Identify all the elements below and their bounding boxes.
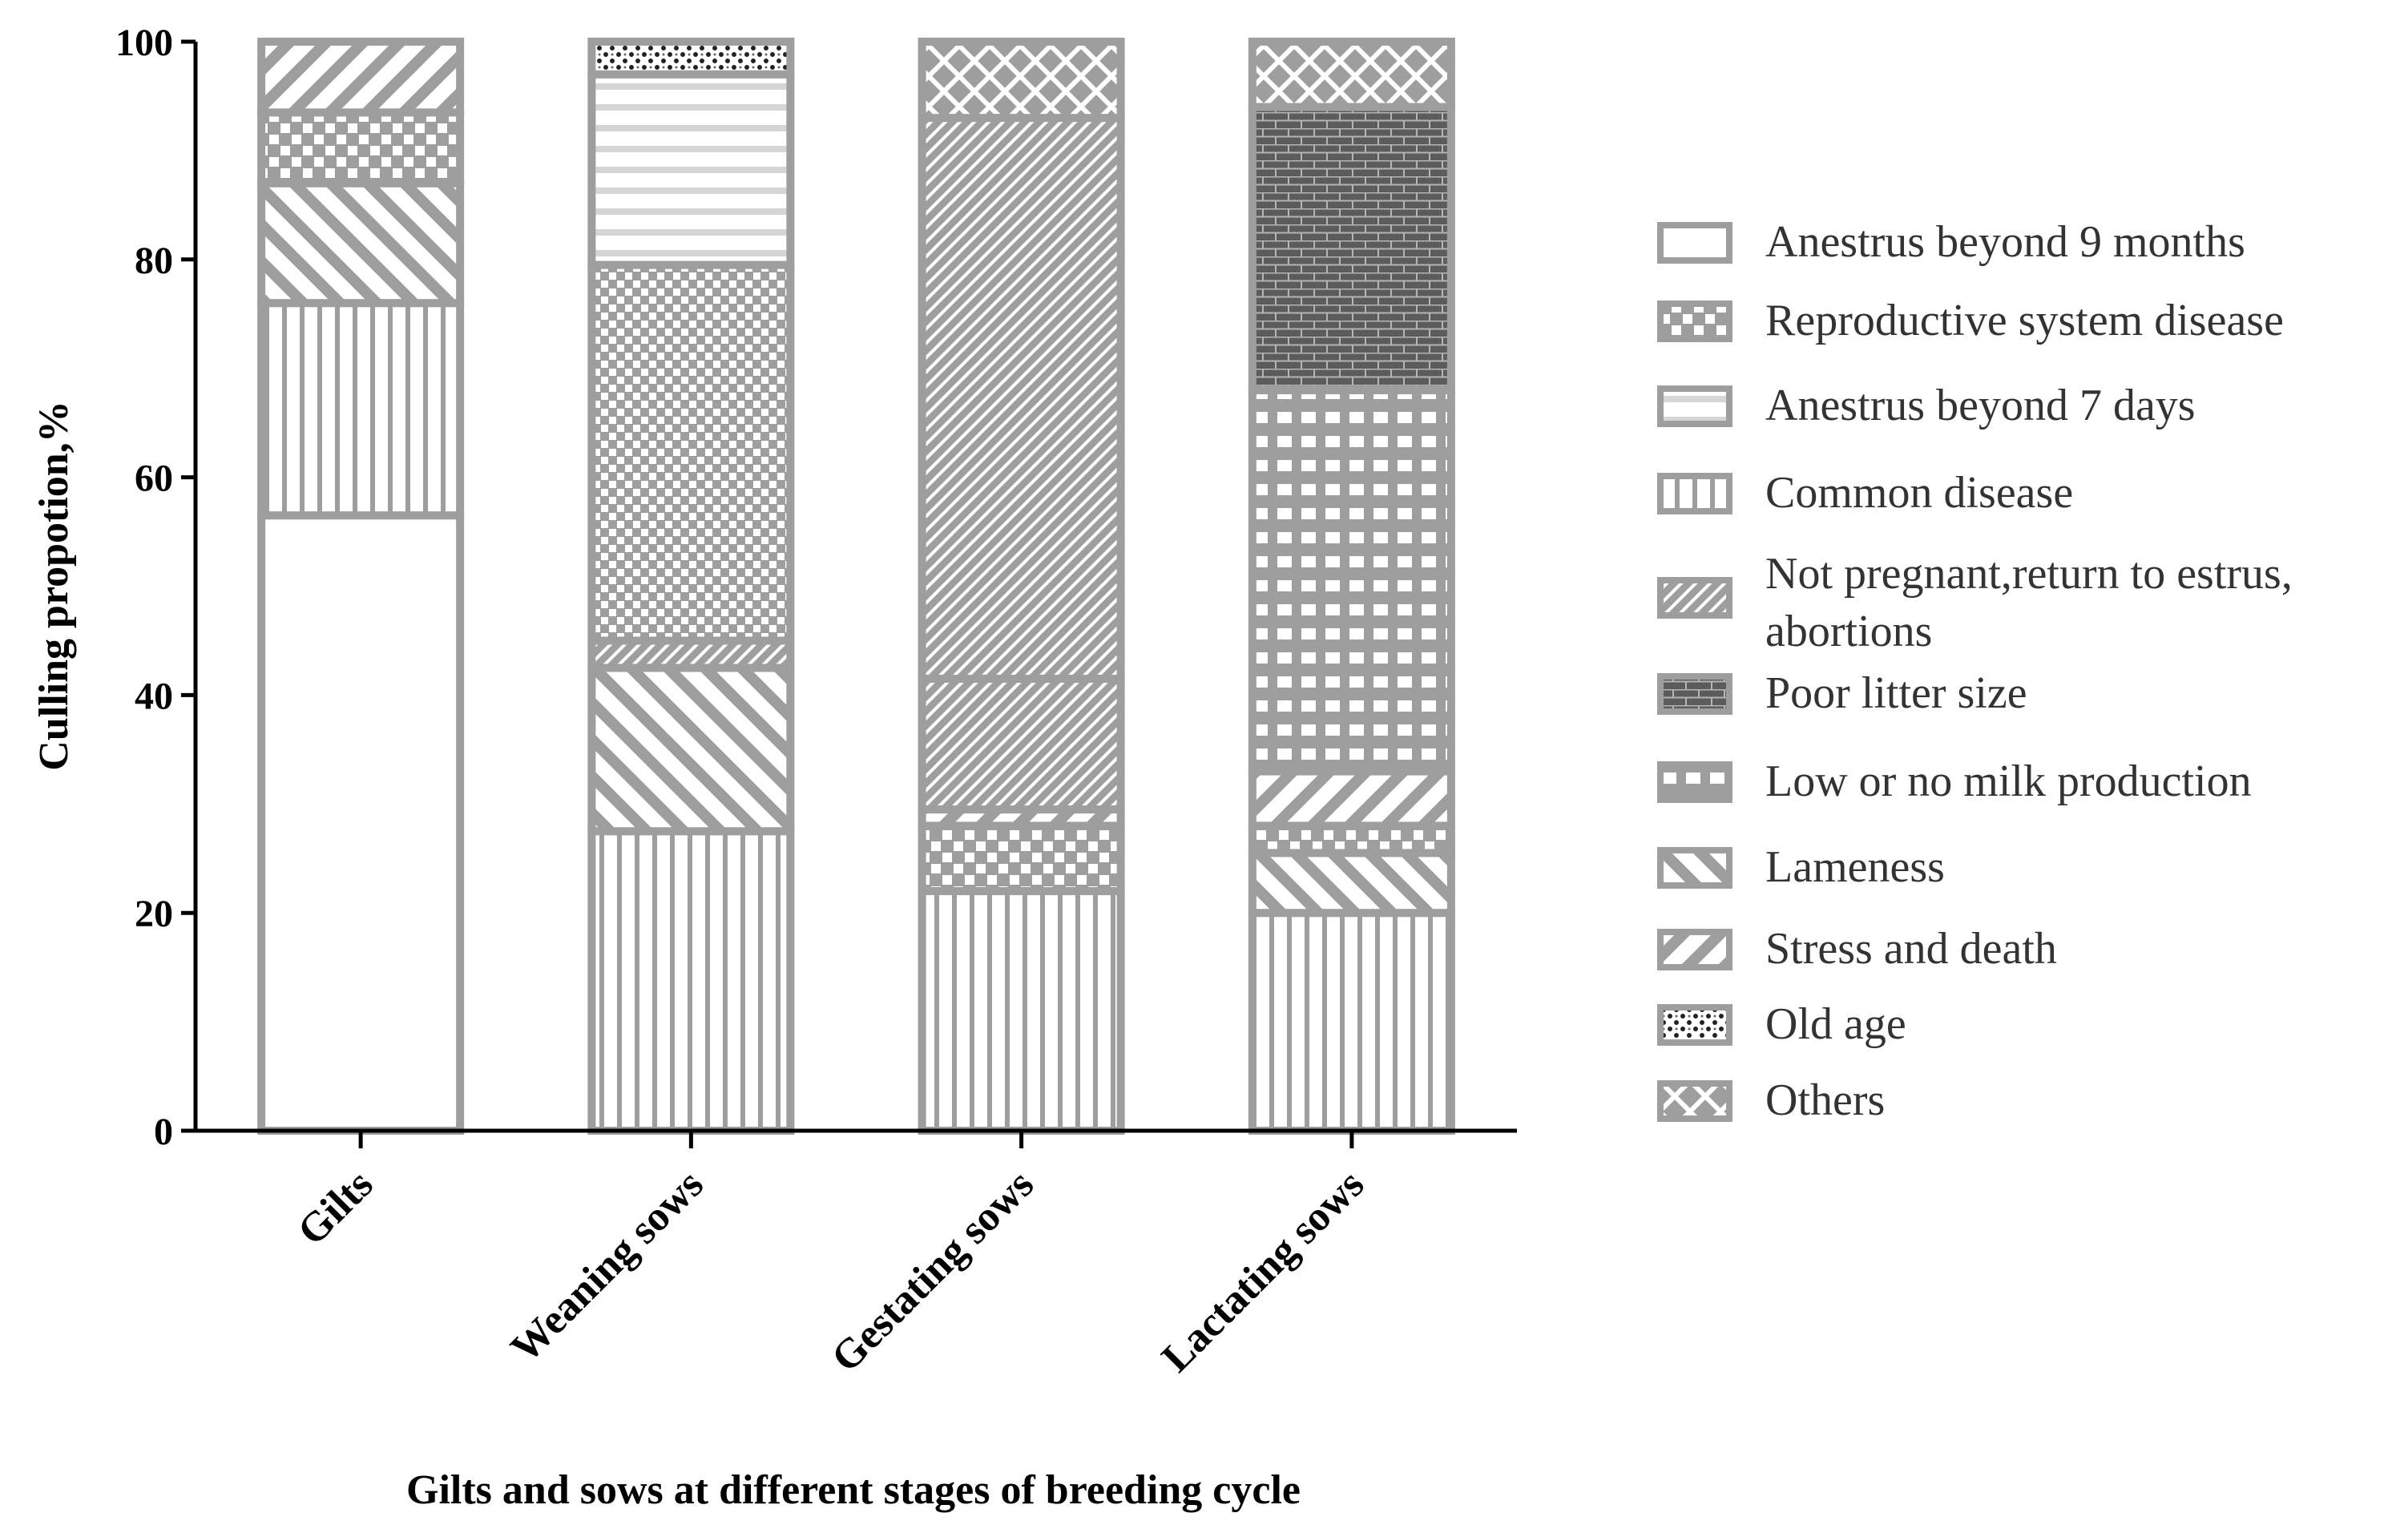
bar-segment-weaning-sows-common-disease: [587, 827, 795, 1136]
bar-segment-gestating-sows-common-disease: [918, 887, 1125, 1136]
x-axis-label: Gilts and sows at different stages of br…: [406, 1467, 1301, 1513]
y-tick-label: 100: [115, 22, 173, 64]
x-tick-label-gestating-sows: Gestating sows: [823, 1161, 1043, 1381]
bar-segment-gilts-lameness: [257, 179, 465, 308]
legend-label-low-or-no-milk-production: Low or no milk production: [1765, 756, 2252, 806]
legend-swatch-reproductive-system-disease: [1657, 301, 1732, 342]
legend-label-reproductive-system-disease: Reproductive system disease: [1765, 296, 2284, 345]
bar-segment-lactating-sows-poor-litter-size: [1248, 103, 1455, 394]
legend-label-anestrus-beyond-7-days: Anestrus beyond 7 days: [1765, 381, 2196, 430]
legend-label-others: Others: [1765, 1075, 1885, 1125]
legend-swatch-old-age: [1657, 1004, 1732, 1046]
bar-segment-gilts-common-disease: [257, 299, 465, 520]
bar-segment-gilts-anestrus-beyond-9-months: [257, 511, 465, 1135]
x-tick-label-gilts: Gilts: [289, 1161, 382, 1254]
legend-label-not-pregnant-return-to-estrus: Not pregnant,return to estrus,: [1765, 549, 2293, 599]
x-ticks-group: Gilts Weaning sows Gestating sows Lactating…: [289, 1131, 1373, 1381]
y-tick-label: 80: [135, 240, 173, 282]
y-tick-label: 20: [135, 893, 173, 935]
legend-swatch-not-pregnant-return-to-estrus: [1657, 577, 1732, 619]
legend-swatch-lameness: [1657, 847, 1732, 889]
legend: Anestrus beyond 9 months Reproductive sys…: [1657, 217, 2293, 1125]
bar-segment-weaning-sows-not-pregnant-return-to-estrus-abortions-b: [587, 260, 795, 645]
bars-group: [257, 38, 1455, 1136]
bar-segment-lactating-sows-stress-and-death: [1248, 767, 1455, 830]
bar-segment-weaning-sows-lameness: [587, 664, 795, 836]
legend-label-continuation: abortions: [1765, 607, 1932, 656]
y-ticks-group: 0 20 40 60 80 100: [115, 22, 196, 1153]
legend-swatch-poor-litter-size: [1657, 673, 1732, 715]
legend-label-poor-litter-size: Poor litter size: [1765, 668, 2027, 718]
bar-segment-gestating-sows-not-pregnant-return-to-estrus-abortions: [918, 675, 1125, 814]
bar-segment-gilts-stress-and-death: [257, 38, 465, 117]
y-tick-label: 0: [154, 1111, 173, 1153]
bar-segment-weaning-sows-anestrus-beyond-7-days: [587, 70, 795, 269]
y-axis-label: Culling propotion,%: [31, 401, 77, 770]
legend-swatch-common-disease: [1657, 473, 1732, 514]
legend-label-old-age: Old age: [1765, 999, 1906, 1049]
bar-segment-lactating-sows-lameness: [1248, 849, 1455, 918]
y-tick-label: 60: [135, 458, 173, 500]
bar-segment-gestating-sows-not-pregnant-return-to-estrus-abortions-c: [918, 114, 1125, 684]
y-tick-label: 40: [135, 675, 173, 717]
bar-segment-gestating-sows-reproductive-system-disease: [918, 821, 1125, 896]
bar-segment-gilts-reproductive-system-disease: [257, 108, 465, 188]
legend-swatch-stress-and-death: [1657, 929, 1732, 970]
bar-segment-lactating-sows-others: [1248, 38, 1455, 111]
legend-label-common-disease: Common disease: [1765, 468, 2073, 518]
legend-label-anestrus-beyond-9-months: Anestrus beyond 9 months: [1765, 217, 2245, 267]
legend-label-stress-and-death: Stress and death: [1765, 924, 2057, 974]
bar-segment-lactating-sows-low-or-no-milk-production: [1248, 385, 1455, 776]
bar-segment-gestating-sows-others: [918, 38, 1125, 123]
bar-segment-weaning-sows-not-pregnant-return-to-estrus-abortions: [587, 636, 795, 672]
legend-swatch-others: [1657, 1080, 1732, 1122]
bar-segment-lactating-sows-reproductive-system-disease: [1248, 821, 1455, 857]
x-tick-label-weaning-sows: Weaning sows: [502, 1161, 712, 1371]
legend-swatch-anestrus-beyond-9-months: [1657, 222, 1732, 264]
legend-swatch-anestrus-beyond-7-days: [1657, 385, 1732, 427]
bar-segment-weaning-sows-old-age: [587, 38, 795, 79]
bar-segment-lactating-sows-common-disease: [1248, 909, 1455, 1135]
legend-label-lameness: Lameness: [1765, 842, 1945, 892]
x-tick-label-lactating-sows: Lactating sows: [1153, 1161, 1373, 1381]
legend-swatch-low-or-no-milk-production: [1657, 761, 1732, 803]
